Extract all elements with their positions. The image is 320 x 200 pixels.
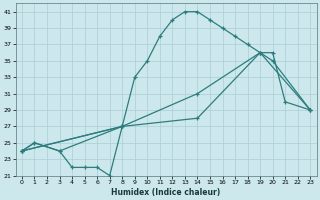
X-axis label: Humidex (Indice chaleur): Humidex (Indice chaleur) [111,188,221,197]
